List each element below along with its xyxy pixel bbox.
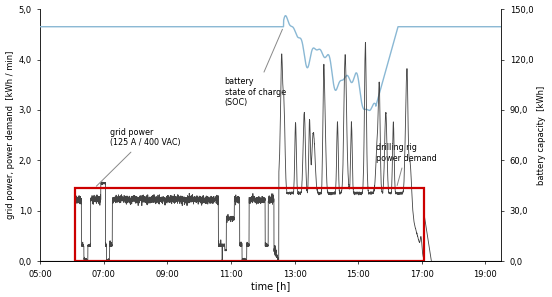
Text: drilling rig
power demand: drilling rig power demand (376, 143, 437, 186)
Bar (75, 188, 424, 261)
Text: grid power
(125 A / 400 VAC): grid power (125 A / 400 VAC) (97, 128, 181, 186)
Y-axis label: grid power, power demand  [kWh / min]: grid power, power demand [kWh / min] (6, 51, 14, 219)
X-axis label: time [h]: time [h] (251, 282, 290, 291)
Y-axis label: battery capacity  [kWh]: battery capacity [kWh] (538, 86, 546, 185)
Text: battery
state of charge
(SOC): battery state of charge (SOC) (225, 29, 286, 107)
